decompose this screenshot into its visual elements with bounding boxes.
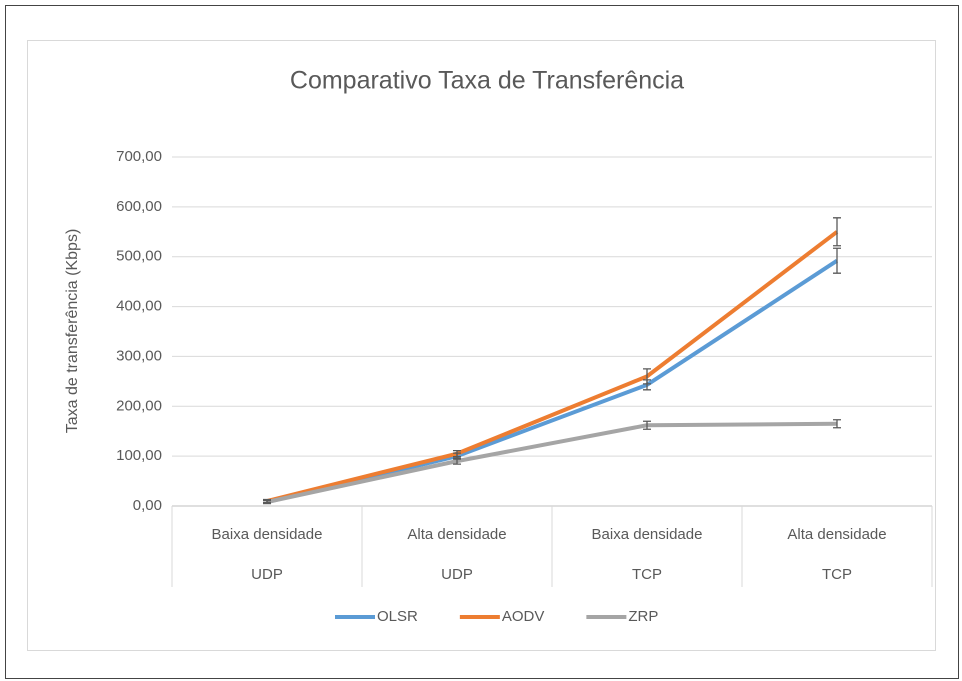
x-tick-label: Baixa densidade — [212, 526, 323, 543]
y-tick-label: 600,00 — [116, 198, 162, 215]
series-line — [266, 230, 839, 503]
legend-label: ZRP — [628, 608, 658, 625]
chart-title: Comparativo Taxa de Transferência — [290, 67, 684, 95]
error-bar — [643, 420, 651, 430]
y-axis-label: Taxa de transferência (Kbps) — [64, 229, 81, 434]
error-bar — [453, 450, 461, 458]
error-bar — [643, 368, 651, 385]
y-tick-label: 500,00 — [116, 248, 162, 265]
error-bar — [833, 217, 841, 247]
series-line — [266, 421, 838, 504]
y-tick-label: 100,00 — [116, 447, 162, 464]
chart-area — [27, 40, 936, 651]
x-group-label: UDP — [441, 566, 473, 583]
error-bar — [833, 419, 841, 429]
legend-label: AODV — [502, 608, 545, 625]
legend-label: OLSR — [377, 608, 418, 625]
y-tick-label: 700,00 — [116, 148, 162, 165]
x-tick-label: Alta densidade — [787, 526, 886, 543]
y-tick-label: 0,00 — [133, 497, 162, 514]
x-group-label: TCP — [822, 566, 852, 583]
y-tick-label: 200,00 — [116, 397, 162, 414]
x-tick-label: Alta densidade — [407, 526, 506, 543]
error-bar — [263, 499, 271, 505]
y-tick-label: 300,00 — [116, 347, 162, 364]
x-group-label: UDP — [251, 566, 283, 583]
error-bar — [833, 247, 841, 274]
y-tick-label: 400,00 — [116, 298, 162, 315]
x-tick-label: Baixa densidade — [592, 526, 703, 543]
x-group-label: TCP — [632, 566, 662, 583]
error-bar — [453, 457, 461, 465]
